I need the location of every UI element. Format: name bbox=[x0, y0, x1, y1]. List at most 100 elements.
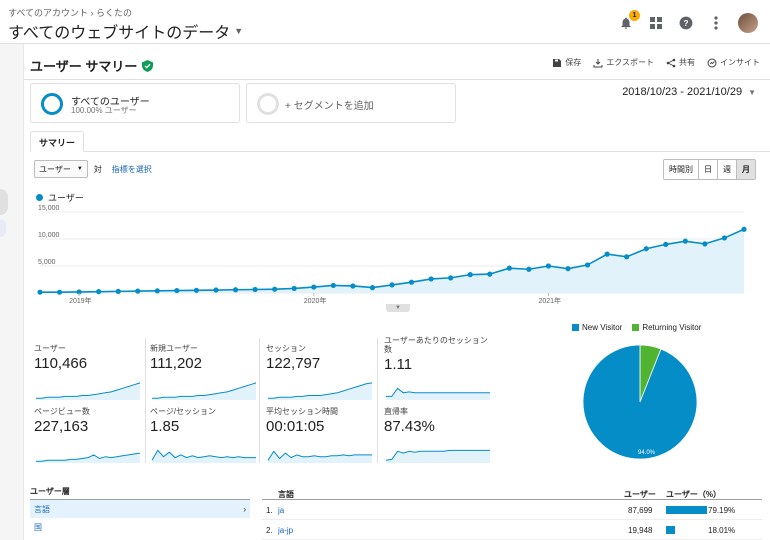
data-point[interactable] bbox=[37, 289, 43, 295]
demographics-item-country-label: 国 bbox=[34, 522, 42, 532]
data-point[interactable] bbox=[369, 285, 376, 291]
tab-summary[interactable]: サマリー bbox=[30, 131, 85, 152]
metric-card[interactable]: ユーザーあたりのセッション数 1.11 bbox=[384, 336, 494, 402]
metric-dropdown[interactable]: ユーザー ▼ bbox=[34, 160, 88, 178]
segment-all-users[interactable]: すべてのユーザー 100.00% ユーザー bbox=[30, 83, 240, 123]
export-button[interactable]: エクスポート bbox=[593, 57, 654, 68]
insight-button[interactable]: インサイト bbox=[707, 57, 760, 68]
data-point[interactable] bbox=[96, 289, 102, 295]
legend-new-visitor: New Visitor bbox=[572, 323, 622, 332]
segment-percentage: 100.00% ユーザー bbox=[71, 106, 137, 115]
granularity-hourly-button[interactable]: 時間別 bbox=[664, 160, 699, 179]
help-icon[interactable]: ? bbox=[678, 15, 694, 31]
metric-card[interactable]: ユーザー 110,466 bbox=[34, 344, 144, 402]
table-row[interactable]: 1. ja 87,699 79.19% bbox=[262, 500, 762, 520]
granularity-month-button[interactable]: 月 bbox=[737, 160, 755, 179]
data-point[interactable] bbox=[526, 266, 532, 272]
rail-item[interactable] bbox=[0, 189, 8, 215]
x-tick-label: 2020年 bbox=[304, 296, 327, 305]
data-point[interactable] bbox=[76, 289, 82, 295]
column-header-users-pct[interactable]: ユーザー（%） bbox=[666, 490, 721, 499]
add-segment-button[interactable]: + セグメントを追加 bbox=[246, 83, 456, 123]
svg-text:?: ? bbox=[684, 19, 689, 28]
data-point[interactable] bbox=[448, 275, 454, 281]
data-point[interactable] bbox=[350, 283, 356, 289]
demographics-item-language[interactable]: 言語 › bbox=[30, 500, 250, 518]
users-line-chart[interactable]: 5,000 10,000 15,000 2019年 2020年 2021年 bbox=[24, 200, 770, 310]
apps-grid-icon[interactable] bbox=[648, 15, 664, 31]
notification-bell-icon[interactable]: 1 bbox=[618, 10, 640, 31]
data-point[interactable] bbox=[643, 246, 649, 252]
avatar[interactable] bbox=[738, 13, 758, 33]
data-point[interactable] bbox=[115, 288, 121, 294]
data-point[interactable] bbox=[232, 287, 239, 293]
data-point[interactable] bbox=[408, 279, 415, 285]
metric-card[interactable]: 直帰率 87.43% bbox=[384, 407, 494, 465]
y-tick-label: 15,000 bbox=[38, 205, 60, 212]
rail-item[interactable] bbox=[0, 219, 6, 237]
data-point[interactable] bbox=[135, 288, 141, 294]
metric-label: ページ/セッション bbox=[150, 407, 217, 416]
save-button[interactable]: 保存 bbox=[552, 57, 581, 68]
data-point[interactable] bbox=[506, 265, 512, 271]
demographics-item-country[interactable]: 国 bbox=[30, 518, 250, 536]
table-row[interactable]: 2. ja-jp 19,948 18.01% bbox=[262, 520, 762, 540]
language-link[interactable]: ja-jp bbox=[278, 526, 294, 535]
data-point[interactable] bbox=[193, 287, 200, 293]
users-cell: 87,699 bbox=[628, 506, 653, 515]
area-fill bbox=[40, 229, 744, 293]
select-metric-link[interactable]: 指標を選択 bbox=[111, 164, 152, 174]
data-point[interactable] bbox=[545, 263, 552, 269]
pie-legend: New Visitor Returning Visitor bbox=[572, 323, 701, 332]
data-point[interactable] bbox=[252, 286, 258, 293]
data-point[interactable] bbox=[721, 235, 728, 241]
top-bar: すべてのアカウント › らくたの すべてのウェブサイトのデータ ▼ 1 ? bbox=[0, 0, 770, 44]
data-point[interactable] bbox=[584, 262, 591, 268]
language-link[interactable]: ja bbox=[278, 506, 285, 515]
data-point[interactable] bbox=[487, 271, 493, 277]
data-point[interactable] bbox=[741, 226, 747, 232]
data-point[interactable] bbox=[174, 287, 180, 294]
notification-badge: 1 bbox=[629, 10, 640, 21]
visitor-type-pie-chart[interactable]: 94.0% bbox=[580, 342, 700, 462]
insight-label: インサイト bbox=[720, 58, 760, 67]
data-point[interactable] bbox=[565, 266, 571, 272]
data-point[interactable] bbox=[56, 289, 63, 295]
metric-value: 87.43% bbox=[384, 418, 435, 435]
data-point[interactable] bbox=[330, 282, 336, 289]
data-point[interactable] bbox=[311, 284, 317, 290]
data-point[interactable] bbox=[702, 241, 708, 247]
data-point[interactable] bbox=[428, 276, 434, 282]
column-header-users[interactable]: ユーザー bbox=[624, 490, 656, 499]
legend-returning-visitor-label: Returning Visitor bbox=[642, 323, 702, 332]
data-point[interactable] bbox=[389, 282, 395, 288]
share-button[interactable]: 共有 bbox=[666, 57, 695, 68]
metric-sparkline bbox=[36, 452, 141, 463]
column-header-language[interactable]: 言語 bbox=[278, 490, 294, 499]
property-selector[interactable]: すべてのウェブサイトのデータ ▼ bbox=[8, 19, 243, 43]
pie-slice-new-visitor[interactable] bbox=[582, 344, 698, 460]
data-point[interactable] bbox=[624, 254, 630, 260]
more-vert-icon[interactable] bbox=[708, 15, 724, 31]
data-point[interactable] bbox=[154, 288, 160, 294]
metric-card[interactable]: セッション 122,797 bbox=[266, 344, 376, 402]
metric-card[interactable]: 平均セッション時間 00:01:05 bbox=[266, 407, 376, 465]
metric-card[interactable]: ページビュー数 227,163 bbox=[34, 407, 144, 465]
data-point[interactable] bbox=[467, 272, 473, 278]
vs-label: 対 bbox=[93, 164, 102, 174]
granularity-week-button[interactable]: 週 bbox=[718, 160, 737, 179]
chart-collapse-handle[interactable]: ▼ bbox=[386, 304, 410, 312]
metric-selector: ユーザー ▼ 対 指標を選択 bbox=[34, 160, 152, 178]
data-point[interactable] bbox=[663, 241, 669, 247]
metric-card[interactable]: ページ/セッション 1.85 bbox=[150, 407, 260, 465]
data-point[interactable] bbox=[291, 285, 297, 292]
data-point[interactable] bbox=[604, 251, 610, 257]
data-point[interactable] bbox=[272, 286, 278, 292]
date-range-picker[interactable]: 2018/10/23 - 2021/10/29 ▼ bbox=[622, 86, 756, 98]
breadcrumb[interactable]: すべてのアカウント › らくたの bbox=[8, 8, 133, 18]
export-label: エクスポート bbox=[606, 58, 654, 67]
granularity-day-button[interactable]: 日 bbox=[699, 160, 718, 179]
data-point[interactable] bbox=[682, 238, 688, 244]
data-point[interactable] bbox=[213, 287, 219, 293]
metric-card[interactable]: 新規ユーザー 111,202 bbox=[150, 344, 260, 402]
